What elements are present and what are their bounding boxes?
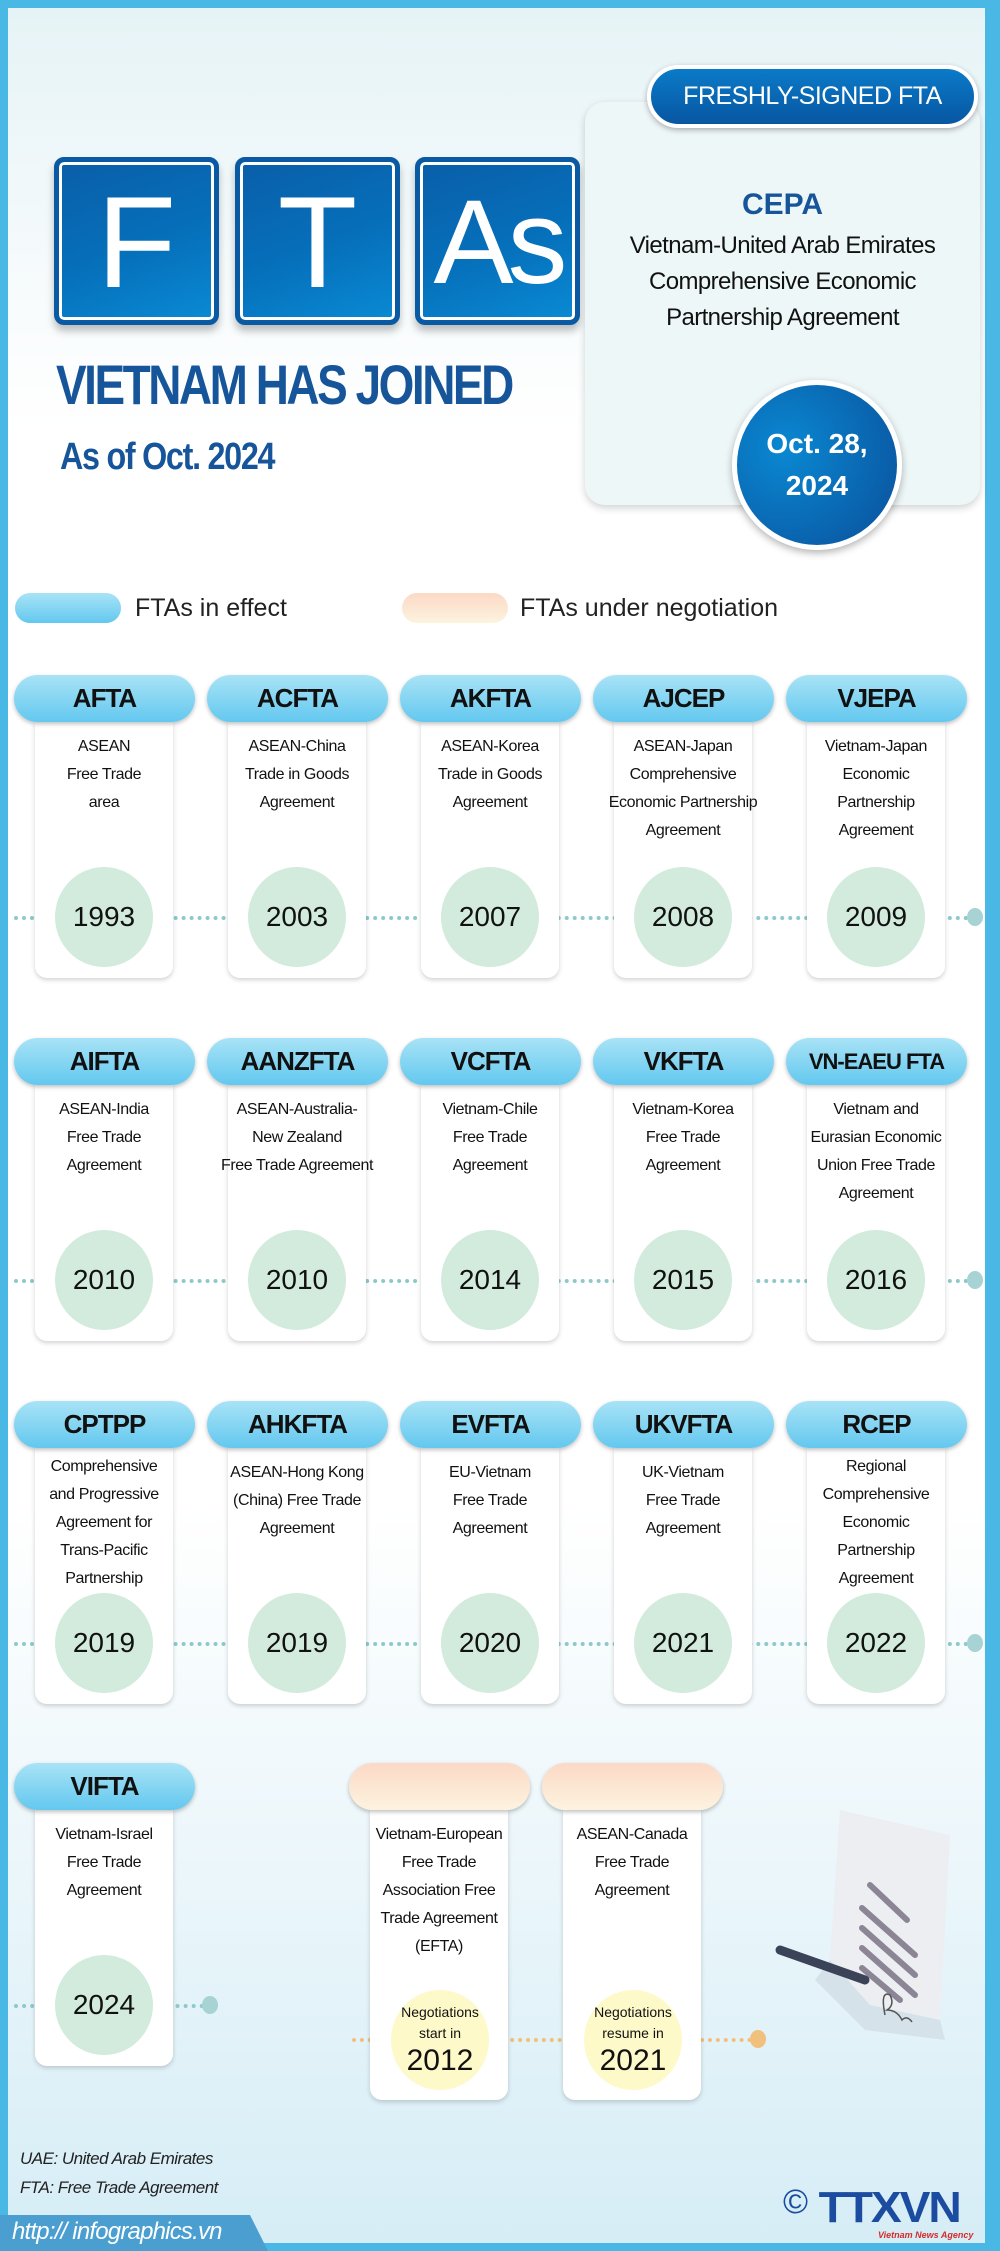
footnote-fta: FTA: Free Trade Agreement — [20, 2178, 218, 2197]
fta-year: 2021 — [634, 1593, 732, 1693]
featured-description: Vietnam-United Arab Emirates Comprehensi… — [629, 232, 936, 331]
fta-description: Comprehensive and Progressive Agreement … — [49, 1458, 159, 1587]
fta-description: EU-Vietnam Free Trade Agreement — [449, 1464, 531, 1537]
footnotes: UAE: United Arab Emirates FTA: Free Trad… — [20, 2144, 218, 2202]
letter-tile-t: T — [235, 157, 400, 325]
negotiation-status-circle: Negotiations resume in 2021 — [584, 1990, 682, 2090]
fta-year: 2008 — [634, 867, 732, 967]
fta-description: UK-Vietnam Free Trade Agreement — [642, 1464, 724, 1537]
fta-year: 1993 — [55, 867, 153, 967]
fta-description: ASEAN-Australia- New Zealand Free Trade … — [220, 1101, 374, 1174]
fta-year: 2007 — [441, 867, 539, 967]
negotiation-status: Negotiations resume in — [594, 2004, 672, 2041]
fta-description: ASEAN-China Trade in Goods Agreement — [244, 738, 350, 811]
featured-date: Oct. 28, 2024 — [732, 380, 902, 550]
fta-tab-vcfta: VCFTA — [400, 1038, 581, 1085]
negotiation-description: ASEAN-Canada Free Trade Agreement — [576, 1826, 688, 1899]
fta-tab-cptpp: CPTPP — [14, 1401, 195, 1448]
page-subtitle: As of Oct. 2024 — [60, 436, 276, 478]
negotiation-tab — [542, 1763, 723, 1810]
fta-year: 2003 — [248, 867, 346, 967]
fta-tab-aifta: AIFTA — [14, 1038, 195, 1085]
footer-url-link[interactable]: http:// infographics.vn — [12, 2218, 223, 2245]
fta-description: ASEAN-Korea Trade in Goods Agreement — [437, 738, 543, 811]
timeline-end-dot — [967, 908, 983, 926]
fta-year: 2024 — [55, 1955, 153, 2055]
featured-name: CEPA — [741, 188, 824, 221]
fta-tab-vn-eaeu-fta: VN-EAEU FTA — [786, 1038, 967, 1085]
signed-document-icon — [775, 1810, 950, 2040]
legend-label-in-effect: FTAs in effect — [135, 594, 287, 622]
featured-badge: FRESHLY-SIGNED FTA — [647, 65, 978, 128]
legend-swatch-negotiation — [402, 593, 508, 623]
fta-year: 2010 — [55, 1230, 153, 1330]
fta-tab-akfta: AKFTA — [400, 675, 581, 722]
negotiation-year: 2021 — [599, 2044, 667, 2077]
fta-description: Regional Comprehensive Economic Partners… — [822, 1458, 930, 1587]
fta-description: Vietnam-Israel Free Trade Agreement — [55, 1826, 153, 1899]
agency-name: Vietnam News Agency — [878, 2230, 974, 2240]
fta-tab-rcep: RCEP — [786, 1401, 967, 1448]
fta-year: 2015 — [634, 1230, 732, 1330]
fta-year: 2016 — [827, 1230, 925, 1330]
fta-tab-aanzfta: AANZFTA — [207, 1038, 388, 1085]
fta-tab-acfta: ACFTA — [207, 675, 388, 722]
ttxvn-logo: TTXVN — [818, 2183, 962, 2232]
legend-label-negotiation: FTAs under negotiation — [520, 594, 779, 622]
fta-tab-vkfta: VKFTA — [593, 1038, 774, 1085]
fta-year: 2010 — [248, 1230, 346, 1330]
fta-description: ASEAN-India Free Trade Agreement — [59, 1101, 149, 1174]
fta-tab-ukvfta: UKVFTA — [593, 1401, 774, 1448]
fta-description: Vietnam and Eurasian Economic Union Free… — [810, 1101, 942, 1202]
fta-tab-vjepa: VJEPA — [786, 675, 967, 722]
fta-year: 2020 — [441, 1593, 539, 1693]
fta-description: ASEAN Free Trade area — [66, 738, 142, 811]
negotiation-dotted-line — [352, 2038, 752, 2042]
fta-year: 2019 — [248, 1593, 346, 1693]
fta-tab-ajcep: AJCEP — [593, 675, 774, 722]
footnote-uae: UAE: United Arab Emirates — [20, 2149, 213, 2168]
copyright-icon: © — [783, 2183, 809, 2221]
fta-year: 2022 — [827, 1593, 925, 1693]
fta-description: Vietnam-Japan Economic Partnership Agree… — [824, 738, 928, 839]
fta-tab-evfta: EVFTA — [400, 1401, 581, 1448]
negotiation-status: Negotiations start in — [401, 2004, 479, 2041]
fta-description: Vietnam-Korea Free Trade Agreement — [632, 1101, 734, 1174]
letter-tile-f: F — [54, 157, 219, 325]
fta-year: 2009 — [827, 867, 925, 967]
fta-tab-vifta: VIFTA — [14, 1763, 195, 1810]
letter-tile-as: As — [415, 157, 580, 325]
fta-year: 2019 — [55, 1593, 153, 1693]
fta-tab-ahkfta: AHKFTA — [207, 1401, 388, 1448]
negotiation-end-dot — [750, 2030, 766, 2048]
negotiation-description: Vietnam-European Free Trade Association … — [375, 1826, 503, 1955]
timeline-end-dot — [202, 1996, 218, 2014]
timeline-end-dot — [967, 1634, 983, 1652]
fta-description: Vietnam-Chile Free Trade Agreement — [442, 1101, 538, 1174]
negotiation-year: 2012 — [406, 2044, 474, 2077]
fta-description: ASEAN-Hong Kong (China) Free Trade Agree… — [230, 1464, 364, 1537]
negotiation-status-circle: Negotiations start in 2012 — [391, 1990, 489, 2090]
footer-bar — [0, 2215, 268, 2251]
timeline-end-dot — [967, 1271, 983, 1289]
negotiation-tab — [349, 1763, 530, 1810]
legend-swatch-in-effect — [15, 593, 121, 623]
fta-year: 2014 — [441, 1230, 539, 1330]
page-title: VIETNAM HAS JOINED — [56, 353, 514, 416]
fta-tab-afta: AFTA — [14, 675, 195, 722]
fta-description: ASEAN-Japan Comprehensive Economic Partn… — [608, 738, 758, 839]
